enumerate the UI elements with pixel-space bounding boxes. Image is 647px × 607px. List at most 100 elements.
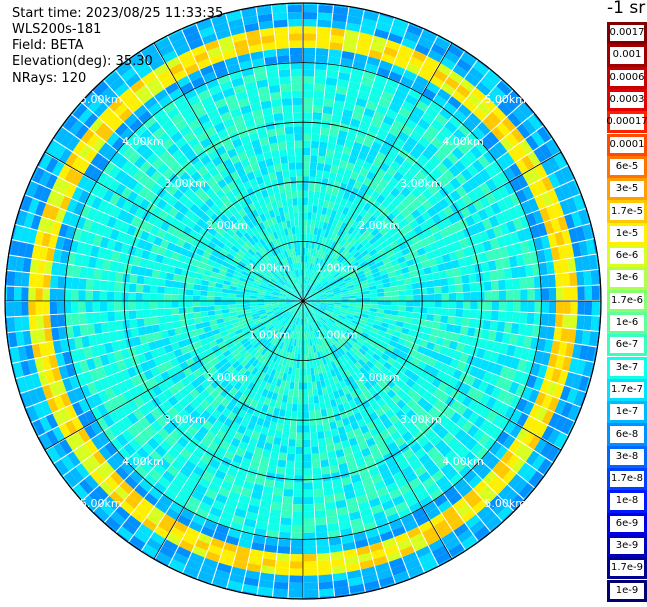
- ray-gate: [292, 299, 301, 301]
- ray-gate: [330, 121, 341, 131]
- ray-gate: [81, 255, 91, 267]
- ray-gate: [583, 315, 592, 331]
- ray-gate: [398, 364, 408, 374]
- ray-gate: [385, 132, 397, 144]
- ray-gate: [533, 313, 542, 326]
- ray-gate: [475, 81, 491, 97]
- ray-gate: [210, 357, 220, 366]
- ray-gate: [196, 459, 209, 471]
- ray-gate: [101, 461, 115, 476]
- ray-gate: [319, 292, 327, 296]
- ray-gate: [143, 96, 158, 110]
- ray-gate: [71, 416, 84, 432]
- ray-gate: [279, 278, 286, 285]
- ray-gate: [412, 337, 422, 346]
- ray-gate: [576, 315, 585, 330]
- ray-gate: [385, 39, 401, 51]
- ray-gate: [221, 301, 229, 306]
- ray-gate: [84, 193, 97, 207]
- ray-gate: [309, 234, 314, 242]
- ray-gate: [456, 503, 472, 517]
- ray-gate: [28, 315, 37, 330]
- ray-gate: [158, 271, 168, 280]
- ray-gate: [431, 321, 441, 330]
- ray-gate: [248, 390, 257, 400]
- ray-gate: [330, 428, 339, 437]
- ray-gate: [247, 202, 256, 212]
- ray-gate: [508, 494, 524, 510]
- ray-gate: [90, 182, 102, 196]
- ray-gate: [337, 280, 345, 286]
- ray-gate: [356, 128, 368, 138]
- ray-gate: [571, 242, 582, 258]
- ray-gate: [357, 257, 366, 265]
- ray-gate: [179, 82, 194, 95]
- ray-gate: [71, 301, 79, 314]
- ray-gate: [502, 435, 516, 450]
- ray-gate: [148, 468, 162, 482]
- ray-gate: [469, 244, 479, 256]
- ray-gate: [319, 304, 327, 308]
- ray-gate: [331, 270, 339, 277]
- ray-gate: [151, 206, 163, 218]
- ray-gate: [88, 97, 103, 113]
- ray-gate: [243, 412, 253, 422]
- ray-gate: [71, 289, 79, 301]
- ray-gate: [588, 254, 598, 270]
- ray-gate: [188, 454, 201, 466]
- ray-gate: [185, 235, 195, 245]
- ray-gate: [318, 319, 325, 326]
- ray-gate: [397, 284, 406, 291]
- ray-gate: [303, 439, 311, 448]
- ray-gate: [344, 263, 352, 270]
- ray-gate: [156, 363, 167, 374]
- ray-gate: [322, 422, 331, 432]
- ray-gate: [261, 565, 276, 575]
- ray-gate: [324, 246, 331, 254]
- ray-gate: [163, 360, 173, 371]
- ray-gate: [305, 310, 309, 318]
- ray-gate: [317, 552, 331, 562]
- ray-gate: [200, 409, 212, 421]
- ray-gate: [153, 481, 167, 495]
- ray-gate: [174, 380, 185, 392]
- ray-gate: [379, 530, 394, 542]
- ray-gate: [496, 121, 511, 137]
- ray-gate: [260, 347, 268, 356]
- ray-gate: [310, 439, 319, 447]
- ray-gate: [555, 314, 564, 328]
- ray-gate: [317, 12, 333, 21]
- ray-gate: [186, 312, 195, 320]
- ray-gate: [205, 330, 214, 338]
- ray-gate: [292, 360, 297, 368]
- ray-gate: [90, 152, 104, 167]
- ray-gate: [288, 322, 294, 330]
- ray-gate: [156, 293, 165, 301]
- ray-gate: [264, 382, 272, 391]
- ray-gate: [337, 426, 346, 436]
- ray-gate: [491, 290, 500, 301]
- ray-gate: [69, 467, 84, 483]
- ray-gate: [294, 461, 303, 469]
- ray-gate: [317, 155, 326, 164]
- ray-gate: [99, 480, 114, 496]
- ray-gate: [332, 572, 348, 582]
- ray-gate: [324, 501, 336, 511]
- ray-gate: [507, 473, 523, 489]
- ray-gate: [254, 72, 268, 82]
- ray-gate: [330, 240, 337, 249]
- ray-gate: [262, 449, 272, 458]
- ray-gate: [272, 231, 279, 240]
- ray-gate: [110, 471, 124, 486]
- ray-gate: [246, 320, 255, 326]
- ray-gate: [476, 281, 485, 292]
- ray-gate: [146, 537, 163, 552]
- ray-gate: [358, 226, 367, 235]
- ray-gate: [324, 312, 332, 317]
- ray-gate: [427, 195, 439, 207]
- ray-gate: [186, 165, 198, 177]
- ray-gate: [69, 375, 80, 390]
- ray-gate: [206, 375, 216, 385]
- ray-gate: [314, 184, 321, 193]
- ray-gate: [372, 373, 381, 383]
